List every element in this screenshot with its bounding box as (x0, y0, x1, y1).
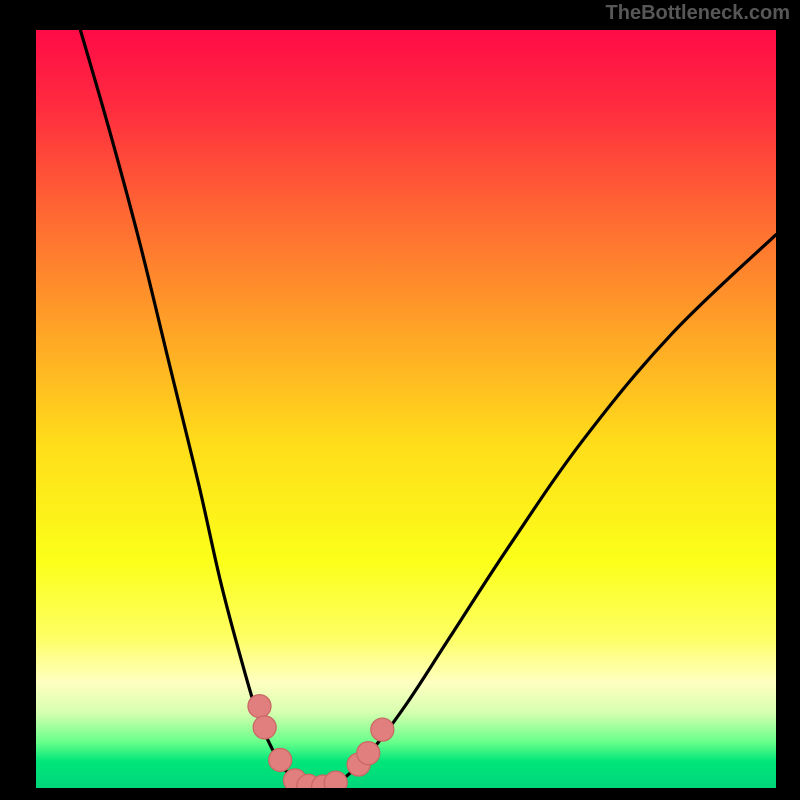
data-point (371, 718, 394, 741)
data-point (253, 716, 276, 739)
watermark-text: TheBottleneck.com (606, 2, 790, 25)
plot-area (36, 30, 776, 788)
chart-container: TheBottleneck.com (0, 0, 800, 800)
data-point (324, 771, 347, 788)
gradient-background (36, 30, 776, 788)
data-point (357, 742, 380, 765)
data-point (248, 695, 271, 718)
data-point (269, 748, 292, 771)
